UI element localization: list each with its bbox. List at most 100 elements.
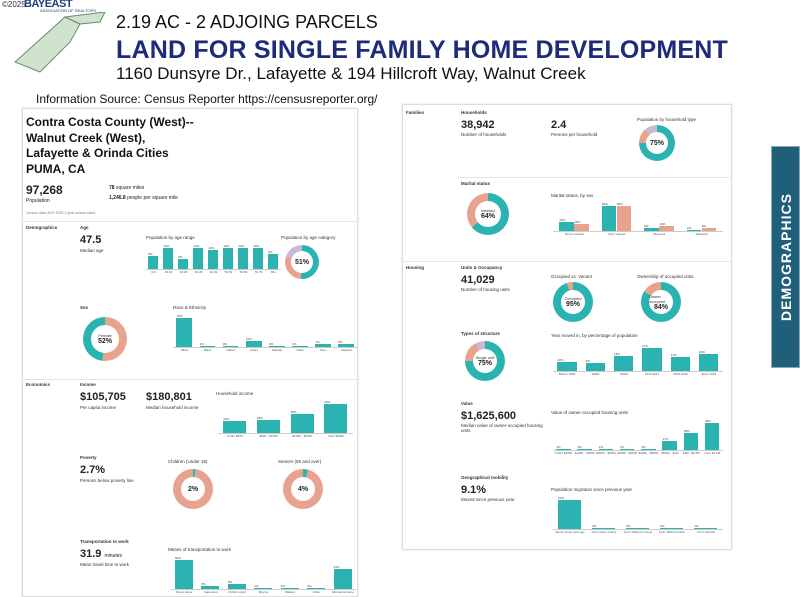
chart-bar (556, 449, 571, 450)
bar-value-label: 27% (642, 344, 649, 348)
households-label: Number of households (461, 132, 507, 137)
occupied-label: Occupied (564, 296, 582, 301)
right-census-panel: Families Households 38,942 Number of hou… (402, 104, 732, 550)
families-section: Families (406, 110, 425, 115)
marital-heading: Marital status (461, 181, 491, 186)
households-value: 38,942 (461, 119, 495, 131)
chart-bar (585, 363, 605, 371)
brand-logo: BAYEAST (24, 0, 73, 10)
bar-value-label: 8% (338, 339, 343, 344)
bar-category-label: 30-39 (194, 270, 203, 274)
information-source: Information Source: Census Reporter http… (36, 92, 378, 106)
bar-category-label: Drove alone (176, 590, 193, 594)
bar-category-label: Public transit (228, 590, 246, 594)
chart-bar (660, 528, 684, 529)
bar-value-label: 5% (201, 582, 206, 587)
bar-category-label: $300K - $400K (617, 451, 638, 455)
bar-value-label: 6% (178, 255, 183, 260)
bar-value-label: 13% (163, 244, 170, 248)
population-label: Population (26, 198, 50, 204)
bar-value-label: 2% (660, 524, 665, 528)
chart-bar (662, 440, 677, 450)
bar-category-label: $100K - $200K (292, 434, 313, 438)
mobility-heading: Geographical mobility (461, 475, 509, 480)
chart-bar (292, 346, 308, 347)
chart-bar (333, 569, 352, 589)
bar-category-label: $400K - $500K (638, 451, 659, 455)
bar-category-label: From different county (623, 530, 653, 534)
bar-category-label: 80+ (270, 270, 277, 274)
bar-value-label: 12% (208, 245, 215, 250)
bar-value-label: 9% (701, 223, 707, 228)
transport-heading: Transportation to work (80, 539, 129, 544)
bar-value-label: 18% (256, 415, 263, 420)
occupied-donut: Occupied 95% (553, 282, 593, 322)
parcel-map-icon (14, 12, 106, 73)
chart-bar (598, 449, 614, 450)
value-title: Value of owner-occupied housing units (551, 410, 628, 415)
bar-category-label: $200K - $300K (596, 451, 617, 455)
chart-bar (176, 318, 193, 347)
bar-value-label: 1% (577, 445, 582, 449)
header-address: 1160 Dunsyre Dr., Lafayette & 194 Hillcr… (116, 64, 586, 83)
area-title-line: Walnut Creek (West), (26, 130, 146, 145)
bar-category-label: Since 2021 (701, 372, 717, 376)
persons-per-hh-label: Persons per household (551, 132, 598, 137)
single-unit-label: Single unit (475, 355, 495, 360)
children-poverty-donut: 2% (173, 469, 213, 509)
bar-category-label: 40-49 (209, 270, 218, 274)
home-value-chart: 1% Under $100K 1% $100K - $200K 1% $200K - $3… (553, 418, 723, 456)
year-moved-title: Year moved in, by percentage of populati… (551, 333, 638, 338)
chart-bar (686, 230, 702, 231)
bar-value-label: 1% (694, 524, 699, 528)
sex-heading: Sex (80, 305, 89, 310)
households-heading: Households (461, 110, 487, 115)
race-chart: 70% White 2% Black 0% Native 15% Asian 0% Islande… (173, 313, 358, 353)
age-category-donut: 51% (285, 245, 319, 279)
bar-value-label: 1% (641, 445, 646, 449)
area-title: Contra Costa County (West)-- Walnut Cree… (26, 115, 194, 177)
bar-value-label: 7% (315, 340, 320, 345)
chart-bar (222, 346, 239, 347)
age-range-title: Population by age range (146, 235, 195, 240)
units-heading: Units & Occupancy (461, 265, 503, 270)
header-parcels: 2.19 AC - 2 ADJOING PARCELS (116, 12, 378, 32)
chart-bar (626, 528, 650, 529)
bar-value-label: 13% (193, 244, 200, 248)
area-title-line: PUMA, CA (26, 161, 86, 176)
bar-category-label: White (180, 348, 189, 352)
bar-category-label: 0-9 (151, 270, 156, 274)
density-label: people per square mile (127, 195, 178, 201)
hh-type-donut: 75% (639, 125, 675, 161)
median-age-label: Median age (80, 248, 104, 253)
bar-category-label: From different state (659, 530, 685, 534)
bar-category-label: Before 1990 (558, 372, 576, 376)
hh-income-chart: 16% Under $50K 18% $50K - $100K 26% $100K - $… (218, 399, 353, 439)
bar-value-label: 8% (227, 580, 233, 585)
bar-category-label: 60-69 (239, 270, 248, 274)
age-category-title: Population by age category (281, 235, 336, 240)
bar-value-label: 1% (556, 445, 561, 449)
married-label: Married (481, 208, 495, 213)
chart-bar (254, 588, 273, 589)
mobility-title: Population migration since previous year (551, 487, 633, 492)
bar-category-label: From abroad (697, 530, 715, 534)
bar-value-label: 15% (245, 336, 252, 341)
age-range-chart: 8% 0-9 13% 10-19 6% 20-29 13% 30-39 12% 40-49 13% 5… (146, 243, 281, 275)
bar-category-label: 50-59 (224, 270, 233, 274)
chart-bar (268, 346, 285, 347)
chart-bar (577, 449, 592, 450)
median-value-label: Median value of owner-occupied housing u… (461, 423, 543, 433)
chart-bar (619, 449, 635, 450)
hh-type-title: Population by household type (637, 117, 697, 122)
chart-bar (694, 528, 718, 529)
chart-bar (559, 221, 574, 231)
bar-value-label: 17% (662, 436, 669, 441)
sidebar-text: DEMOGRAPHICS (777, 193, 794, 321)
single-unit-pct: 75% (477, 360, 492, 367)
area-title-line: Lafayette & Orinda Cities (26, 146, 169, 161)
bar-category-label: $500K - $1M (661, 451, 679, 455)
chart-bar (557, 362, 577, 371)
chart-bar (644, 228, 659, 231)
bar-category-label: Under $50K (226, 434, 243, 438)
